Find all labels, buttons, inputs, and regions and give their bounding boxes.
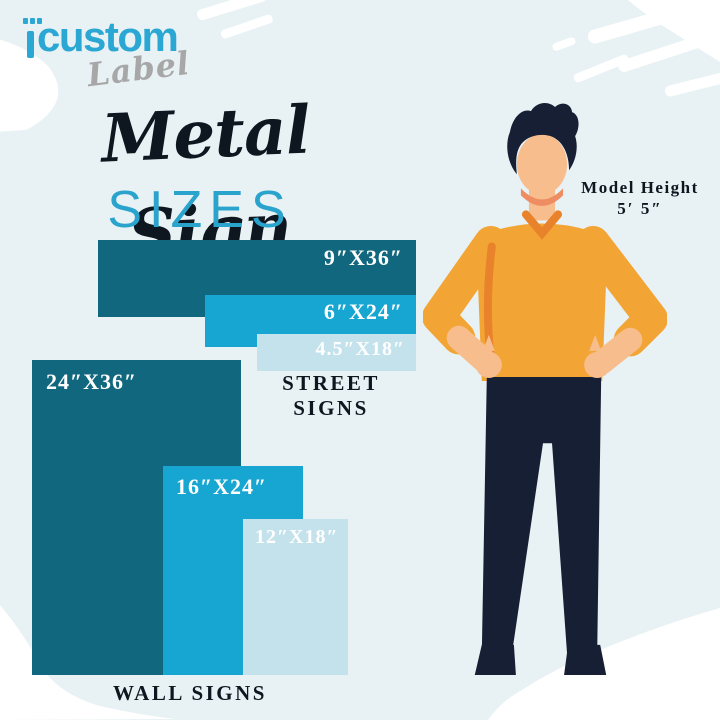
model-neck-shadow [520, 188, 564, 206]
page-title-sizes: SIZES [107, 181, 293, 239]
street-sign-size-label: 9″X36″ [323, 245, 403, 270]
wall-sign-size-label: 12″X18″ [255, 526, 339, 548]
model-face [516, 134, 568, 195]
street-signs-section-label: STREET SIGNS [282, 371, 380, 420]
street-sign-bar-4.5x18: 4.5″X18″ [257, 334, 416, 371]
street-sign-size-label: 6″X24″ [323, 299, 403, 324]
logo-dots-icon [23, 18, 42, 24]
model-illustration [423, 102, 667, 675]
logo-brand-text: custom [37, 13, 179, 60]
model-shirt-torso [476, 223, 608, 381]
model-left-shoe [474, 644, 516, 675]
brush-top-left [0, 39, 59, 132]
wall-sign-size-label: 24″X36″ [46, 369, 138, 394]
model-right-hand [584, 351, 611, 378]
brand-logo: custom Label [23, 13, 245, 96]
model-left-thumb [482, 334, 495, 351]
model-pants [481, 376, 602, 654]
model-collar [521, 210, 563, 240]
model-hair [507, 102, 579, 175]
model-height-label: Model Height [581, 178, 699, 197]
model-left-hand [475, 351, 502, 378]
brush-bottom-left [0, 605, 175, 720]
wall-signs-section-label: WALL SIGNS [113, 681, 267, 705]
logo-i-mark [23, 16, 42, 58]
model-right-thumb [589, 334, 602, 351]
street-sign-size-label: 4.5″X18″ [315, 338, 405, 360]
model-height-value: 5′ 5″ [617, 199, 663, 218]
model-height-caption: Model Height 5′ 5″ [565, 177, 715, 219]
model-right-shoe [564, 644, 607, 675]
brush-top-center [197, 0, 273, 39]
wall-sign-size-label: 16″X24″ [176, 474, 268, 499]
brush-top-right [552, 0, 720, 97]
wall-sign-bar-12x18: 12″X18″ [243, 519, 348, 675]
